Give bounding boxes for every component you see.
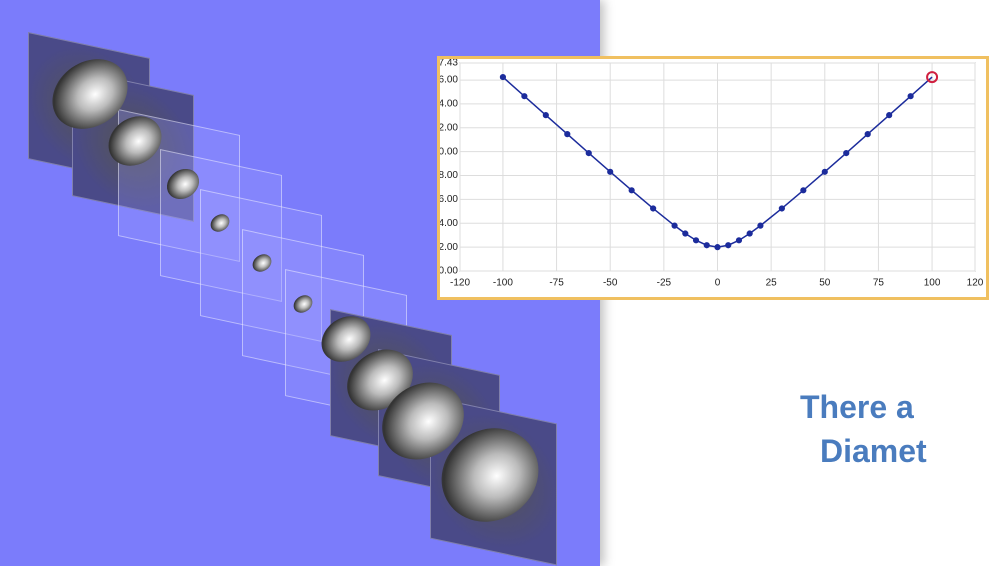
x-tick-label: 75 — [873, 278, 885, 289]
marker — [908, 94, 913, 99]
x-tick-label: 120 — [967, 278, 984, 289]
x-tick-label: 0 — [715, 278, 721, 289]
marker — [608, 169, 613, 174]
x-tick-label: -50 — [603, 278, 618, 289]
y-tick-label: 14.00 — [440, 99, 458, 110]
y-tick-label: 17.43 — [440, 59, 458, 69]
marker — [651, 206, 656, 211]
marker — [844, 150, 849, 155]
y-tick-label: 4.00 — [440, 218, 458, 229]
x-tick-label: -100 — [493, 278, 513, 289]
y-tick-label: 2.00 — [440, 242, 458, 253]
marker — [726, 243, 731, 248]
marker — [543, 113, 548, 118]
caption-line: There a — [800, 385, 927, 429]
marker — [500, 74, 505, 79]
x-tick-label: 50 — [819, 278, 831, 289]
y-tick-label: 0.00 — [440, 266, 458, 277]
x-tick-label: -25 — [657, 278, 672, 289]
marker — [565, 132, 570, 137]
x-tick-label: -75 — [549, 278, 564, 289]
caption: There a Diamet — [800, 385, 927, 473]
marker — [715, 245, 720, 250]
x-tick-label: -120 — [450, 278, 470, 289]
y-tick-label: 12.00 — [440, 122, 458, 133]
marker — [693, 238, 698, 243]
marker — [586, 150, 591, 155]
y-tick-label: 10.00 — [440, 146, 458, 157]
caption-line: Diamet — [800, 429, 927, 473]
marker — [736, 238, 741, 243]
x-tick-label: 25 — [766, 278, 778, 289]
marker — [865, 132, 870, 137]
y-tick-label: 6.00 — [440, 194, 458, 205]
marker — [522, 94, 527, 99]
marker — [779, 206, 784, 211]
marker — [747, 231, 752, 236]
marker — [822, 169, 827, 174]
marker — [887, 113, 892, 118]
screenshot: 0.00 2.00 4.00 6.00 8.00 10.00 12.00 14.00 16.00… — [0, 0, 989, 566]
marker — [672, 223, 677, 228]
marker — [629, 188, 634, 193]
y-tick-label: 16.00 — [440, 75, 458, 86]
marker — [758, 223, 763, 228]
marker — [801, 188, 806, 193]
y-tick-label: 8.00 — [440, 170, 458, 181]
marker — [683, 231, 688, 236]
x-tick-label: 100 — [924, 278, 941, 289]
chart: 0.00 2.00 4.00 6.00 8.00 10.00 12.00 14.00 16.00… — [440, 59, 986, 297]
chart-frame: 0.00 2.00 4.00 6.00 8.00 10.00 12.00 14.00 16.00… — [437, 56, 989, 300]
marker — [704, 243, 709, 248]
